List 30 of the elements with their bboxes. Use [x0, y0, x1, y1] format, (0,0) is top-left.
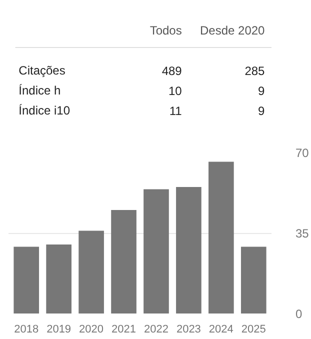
text: Todos	[150, 24, 182, 38]
data-label: 11	[169, 104, 182, 118]
data-label: 9	[258, 84, 266, 98]
x-tick-label: 2021	[112, 324, 136, 336]
bar	[78, 230, 104, 314]
bar	[240, 246, 266, 314]
data-label: 285	[244, 64, 266, 78]
x-tick-label: 2020	[79, 324, 104, 336]
data-label: 10	[168, 84, 182, 98]
text: Desde 2020	[200, 24, 266, 38]
bar	[46, 244, 72, 314]
bar	[111, 210, 136, 314]
y-tick-label: 0	[296, 307, 302, 321]
bar	[208, 162, 234, 314]
x-tick-label: 2018	[14, 324, 39, 336]
category-label: Citações	[18, 64, 66, 78]
y-tick-label: 35	[296, 226, 310, 240]
x-tick-label: 2025	[241, 324, 266, 336]
bar	[176, 187, 202, 314]
x-tick-label: 2019	[46, 324, 72, 336]
x-tick-label: 2022	[144, 324, 168, 336]
x-tick-label: 2024	[208, 324, 234, 336]
bar	[14, 246, 40, 314]
data-label: 489	[162, 64, 182, 78]
category-label: Índice i10	[18, 104, 70, 118]
y-tick-label: 70	[296, 146, 310, 160]
bar	[144, 189, 169, 314]
category-label: Índice h	[18, 84, 61, 98]
data-label: 9	[258, 104, 266, 118]
x-tick-label: 2023	[176, 324, 201, 336]
